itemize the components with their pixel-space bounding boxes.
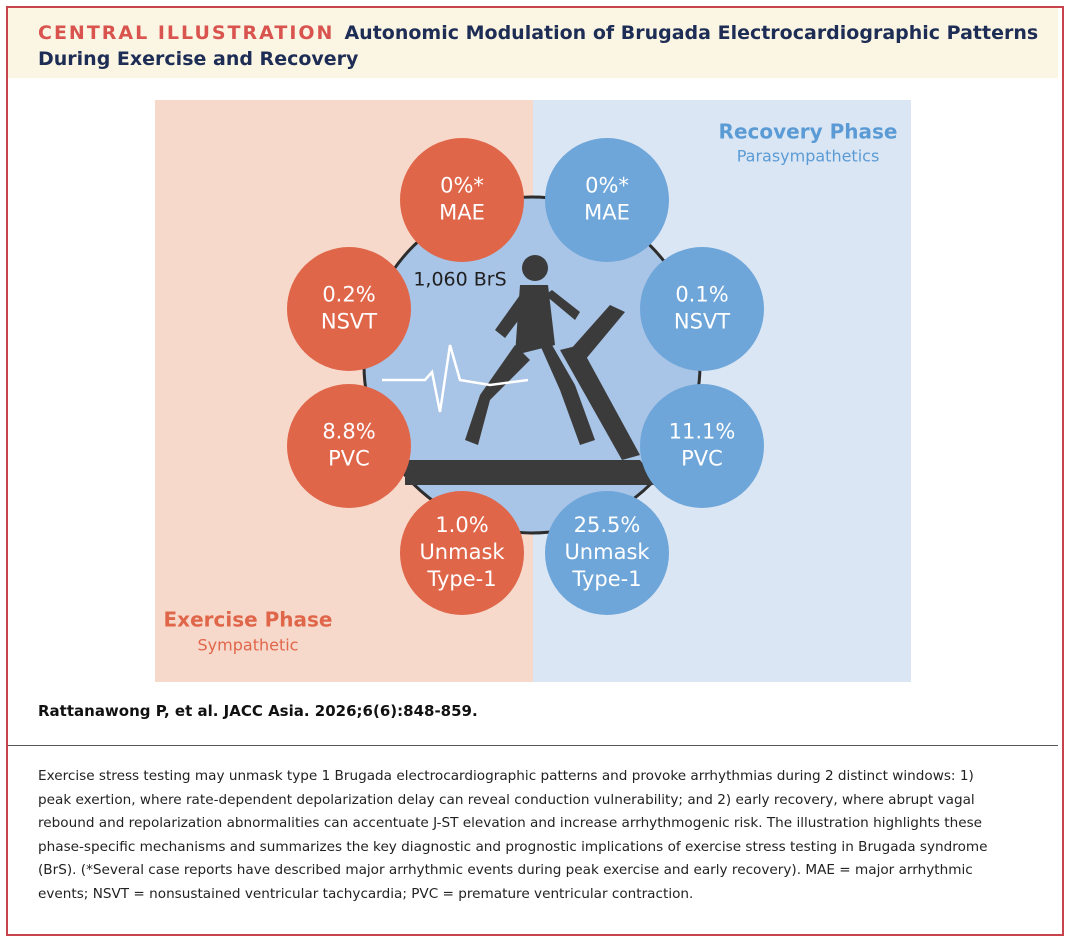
exercise-title: Exercise Phase: [164, 608, 333, 632]
recovery-stat-circle: [640, 247, 764, 371]
exercise-stat-circle: [287, 247, 411, 371]
stat-text: 8.8%: [322, 420, 375, 444]
title: CENTRAL ILLUSTRATION Autonomic Modulation…: [38, 20, 1048, 72]
recovery-subtitle: Parasympathetics: [737, 147, 880, 166]
stat-text: 0%*: [440, 174, 484, 198]
caption-line: peak exertion, where rate-dependent depo…: [38, 791, 975, 808]
exercise-subtitle: Sympathetic: [198, 636, 299, 655]
stat-text: NSVT: [321, 310, 377, 334]
stat-text: NSVT: [674, 310, 730, 334]
stat-text: MAE: [439, 201, 485, 225]
caption-line: rebound and repolarization abnormalities…: [38, 815, 983, 831]
title-label: CENTRAL ILLUSTRATION: [38, 22, 335, 44]
exercise-stat-circle: [287, 384, 411, 508]
stat-text: 0%*: [585, 174, 629, 198]
caption: Exercise stress testing may unmask type …: [38, 765, 1048, 906]
recovery-title: Recovery Phase: [719, 120, 898, 144]
stat-text: 1.0%: [435, 513, 488, 537]
header: CENTRAL ILLUSTRATION Autonomic Modulation…: [8, 8, 1058, 78]
stat-text: Unmask: [419, 540, 505, 564]
stat-text: PVC: [681, 447, 723, 471]
recovery-stat-circle: [545, 491, 669, 615]
stat-text: PVC: [328, 447, 370, 471]
title-text: Autonomic Modulation of Brugada Electroc…: [38, 22, 1039, 70]
caption-line: (BrS). (*Several case reports have descr…: [38, 862, 973, 878]
stat-text: MAE: [584, 201, 630, 225]
exercise-stat-circle: [400, 491, 524, 615]
recovery-stat-circle: [545, 138, 669, 262]
stat-text: Type-1: [426, 567, 496, 591]
citation: Rattanawong P, et al. JACC Asia. 2026;6(…: [38, 702, 478, 720]
caption-line: events; NSVT = nonsustained ventricular …: [38, 885, 694, 902]
stat-text: Unmask: [564, 540, 650, 564]
divider: [8, 745, 1058, 746]
exercise-stat-circle: [400, 138, 524, 262]
stat-text: Type-1: [571, 567, 641, 591]
stat-text: 25.5%: [574, 513, 641, 537]
treadmill-runner: [405, 255, 660, 485]
stat-text: 0.1%: [675, 283, 728, 307]
recovery-stat-circle: [640, 384, 764, 508]
stat-text: 11.1%: [669, 420, 736, 444]
center-label: 1,060 BrS: [413, 269, 506, 291]
stat-text: 0.2%: [322, 283, 375, 307]
caption-line: phase-specific mechanisms and summarizes…: [38, 838, 988, 855]
caption-line: Exercise stress testing may unmask type …: [38, 768, 974, 784]
ecg-trace: [382, 344, 529, 413]
frame: [6, 6, 1064, 936]
